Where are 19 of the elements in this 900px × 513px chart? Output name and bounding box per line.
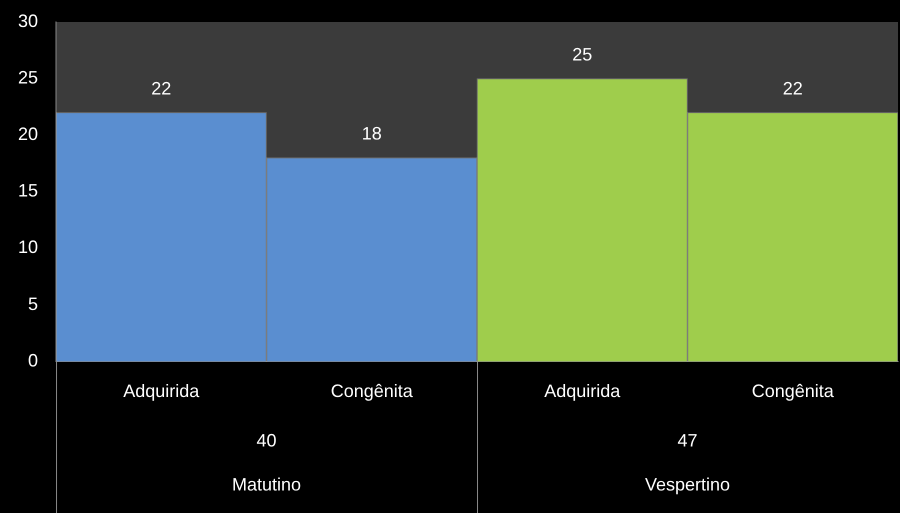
- y-tick-label: 20: [18, 124, 38, 144]
- y-tick-label: 5: [28, 294, 38, 314]
- y-tick-label: 25: [18, 68, 38, 88]
- data-label: 22: [151, 78, 172, 98]
- y-tick-label: 0: [28, 350, 38, 370]
- text: Matutino: [232, 474, 302, 494]
- data-label: 22: [782, 78, 803, 98]
- data-label: 18: [362, 124, 382, 144]
- text: 40: [256, 430, 277, 450]
- y-tick-label: 15: [18, 180, 38, 201]
- x-tick-label: Adquirida: [123, 381, 200, 402]
- text: 47: [677, 430, 698, 450]
- x-tick-label: Adquirida: [544, 381, 622, 402]
- x-tick-label: Congênita: [330, 381, 414, 402]
- x-tick-label: Congênita: [752, 381, 835, 402]
- y-tick-label: 30: [18, 10, 38, 31]
- y-tick-label: 10: [18, 237, 38, 258]
- data-label: 25: [572, 44, 592, 65]
- text: Vespertino: [644, 474, 730, 494]
